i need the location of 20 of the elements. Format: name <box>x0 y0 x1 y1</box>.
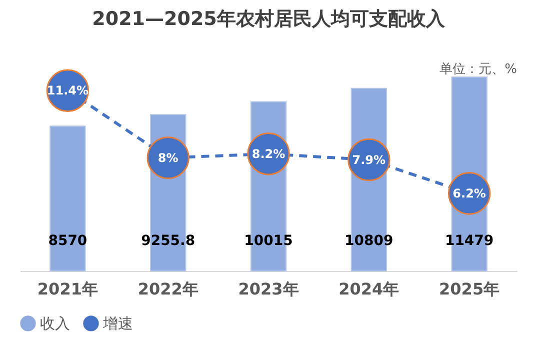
text: 单位：元、% <box>440 62 517 77</box>
x-tick-label: 2022年 <box>138 280 198 298</box>
data-label: 7.9% <box>352 152 386 167</box>
bar <box>50 126 86 272</box>
x-tick-label: 2024年 <box>338 280 400 298</box>
data-label: 10015 <box>244 233 293 249</box>
point <box>146 136 190 180</box>
x-tick-label: 2021年 <box>37 280 98 298</box>
legend-label: 增速 <box>102 314 133 332</box>
data-label: 8.2% <box>252 146 286 161</box>
data-label: 8% <box>158 150 178 165</box>
x-tick-label: 2025年 <box>439 280 500 298</box>
data-label: 9255.8 <box>141 233 196 249</box>
chart-title: 2021—2025年农村居民人均可支配收入 <box>92 8 446 30</box>
data-label: 8570 <box>48 233 88 249</box>
data-label: 10809 <box>344 233 394 249</box>
data-label: 11479 <box>444 233 494 249</box>
data-label: 6.2% <box>452 186 486 200</box>
legend-label: 收入 <box>40 314 70 332</box>
x-tick-label: 2023年 <box>238 280 299 298</box>
